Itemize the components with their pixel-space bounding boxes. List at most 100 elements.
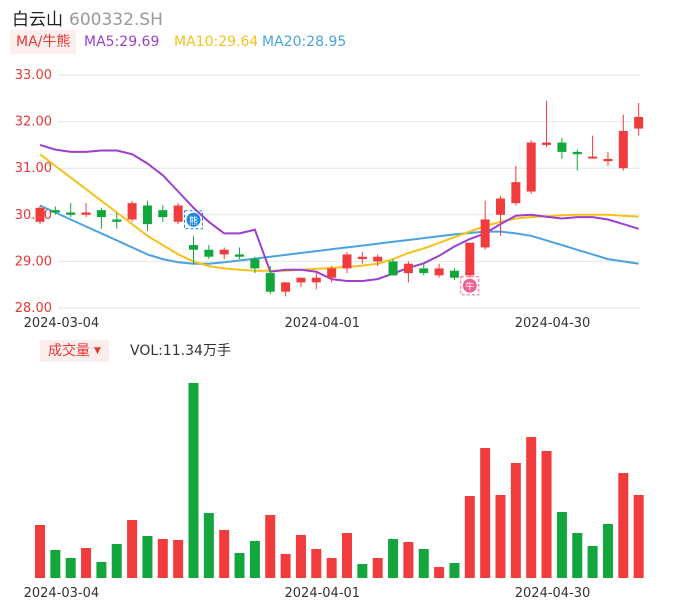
volume-bar <box>464 496 475 578</box>
candle-body <box>142 205 152 225</box>
candle-body <box>388 261 398 276</box>
volume-bar <box>142 536 153 578</box>
candle <box>342 252 352 274</box>
volume-bar <box>480 448 491 578</box>
candle <box>588 135 598 159</box>
volume-bar <box>35 525 45 578</box>
volume-bar <box>633 495 644 578</box>
volume-x-tick: 2024-04-30 <box>515 586 591 601</box>
stock-code: 600332.SH <box>69 10 163 30</box>
candle-body <box>311 277 321 283</box>
price-x-tick: 2024-04-30 <box>515 316 591 331</box>
candle-body <box>81 212 91 215</box>
candle <box>66 203 76 218</box>
candle-body <box>204 249 214 257</box>
candle <box>634 102 644 136</box>
candle-body <box>35 207 45 222</box>
volume-x-tick: 2024-03-04 <box>24 586 100 601</box>
volume-bar <box>572 533 583 578</box>
volume-bar <box>127 520 138 578</box>
volume-bar <box>403 542 414 578</box>
candle-body <box>189 245 198 250</box>
candle <box>204 245 214 260</box>
volume-bar <box>234 553 245 578</box>
ma-indicator-toggle[interactable]: MA/牛熊 <box>10 30 77 54</box>
candle <box>480 200 490 250</box>
candle <box>526 140 536 194</box>
volume-bar <box>111 544 122 578</box>
candle <box>327 266 337 283</box>
candle-body <box>434 268 444 276</box>
price-x-tick: 2024-03-04 <box>24 316 100 331</box>
candle-body <box>603 158 613 162</box>
volume-bar <box>357 564 368 578</box>
price-y-tick: 30.00 <box>15 208 52 223</box>
volume-bar <box>157 539 168 578</box>
candle <box>373 254 383 267</box>
candle <box>189 235 198 264</box>
candle <box>265 266 275 295</box>
volume-bar <box>280 554 291 578</box>
candle <box>250 256 260 274</box>
candle <box>603 151 613 166</box>
candle-body <box>50 210 60 213</box>
volume-bar <box>618 473 629 578</box>
marker-badge <box>186 212 201 227</box>
marker-frame <box>460 276 480 296</box>
candle <box>449 268 459 281</box>
volume-bar <box>295 535 306 578</box>
candle-body <box>557 142 567 152</box>
candle-body <box>496 198 505 215</box>
candle <box>158 205 168 222</box>
candle <box>50 206 60 215</box>
price-y-tick: 29.00 <box>15 254 52 269</box>
volume-bar <box>510 463 521 578</box>
shield-icon[interactable]: 熊 <box>184 210 203 230</box>
candle <box>419 263 429 276</box>
candle <box>357 252 367 264</box>
volume-bar <box>602 524 613 578</box>
price-chart[interactable]: 33.00 32.00 31.00 30.00 29.00 28.00 熊牛 2024-03-… <box>0 0 686 340</box>
candle <box>403 261 413 283</box>
volume-bar <box>65 558 76 578</box>
candle-body <box>403 263 413 274</box>
volume-bar <box>372 558 383 578</box>
candle <box>142 200 152 232</box>
volume-x-tick: 2024-04-01 <box>285 586 361 601</box>
candle-body <box>542 142 552 145</box>
volume-bar <box>188 383 199 578</box>
bull-icon[interactable]: 牛 <box>460 276 480 296</box>
candle-body <box>419 268 429 274</box>
candle-body <box>327 268 337 278</box>
volume-bar <box>326 558 337 578</box>
candle-body <box>158 210 168 218</box>
candle-body <box>373 256 383 262</box>
candle <box>281 282 291 297</box>
volume-bar <box>449 563 460 578</box>
volume-indicator-dropdown[interactable]: 成交量 ▼ <box>40 340 109 362</box>
candle-body <box>250 259 260 269</box>
volume-bar <box>249 541 260 578</box>
candle <box>557 137 567 159</box>
candle-body <box>618 130 628 169</box>
stock-title: 白云山 600332.SH <box>12 5 163 30</box>
candle <box>572 149 582 171</box>
candle <box>542 100 552 148</box>
candle <box>219 247 229 260</box>
candle-body <box>449 270 459 278</box>
candle-body <box>235 254 245 257</box>
ma5-value: MA5:29.69 <box>84 34 160 50</box>
marker-glyph: 熊 <box>189 215 198 227</box>
candle-body <box>511 182 521 204</box>
price-y-tick: 32.00 <box>15 115 52 130</box>
candle-body <box>173 205 183 222</box>
marker-glyph: 牛 <box>465 281 474 293</box>
volume-bar <box>311 549 322 578</box>
volume-bar <box>81 548 92 578</box>
candle <box>465 242 475 278</box>
candle <box>96 207 106 229</box>
volume-value: VOL:11.34万手 <box>130 343 231 359</box>
candle <box>235 247 245 260</box>
candle <box>618 114 628 171</box>
candle-body <box>480 219 490 248</box>
